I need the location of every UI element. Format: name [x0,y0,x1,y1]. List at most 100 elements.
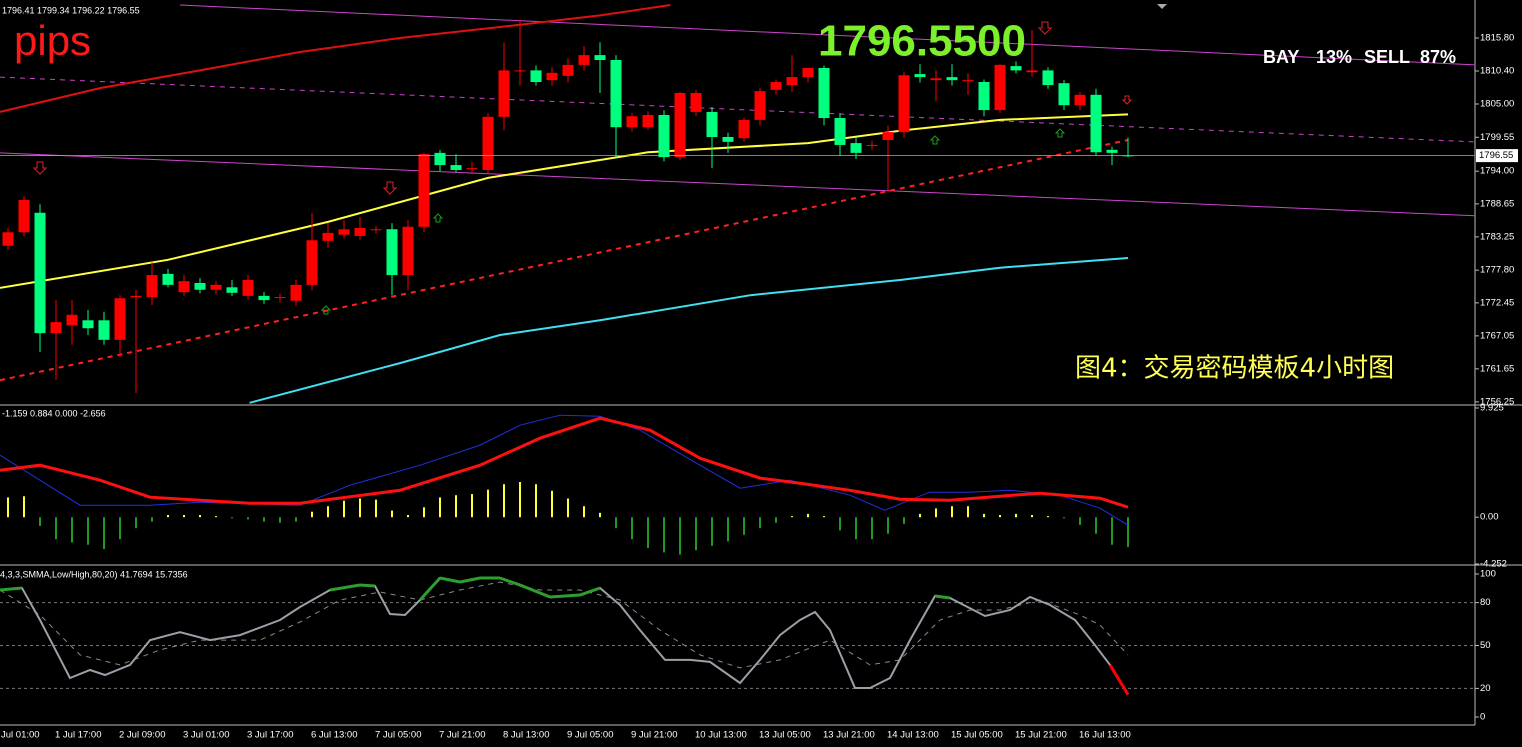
histogram-bar [695,517,697,551]
histogram-bar [151,517,153,522]
histogram-bar [199,515,201,518]
candle-body [722,136,734,142]
last-price-label: 1796.55 [1479,150,1513,161]
candle-body [498,70,510,117]
candle-body [546,72,558,81]
histogram-bar [167,515,169,518]
x-tick-label: 7 Jul 21:00 [439,730,485,741]
candle-body [1090,94,1102,153]
x-tick-label: 16 Jul 13:00 [1079,730,1131,741]
histogram-bar [87,517,89,545]
histogram-bar [311,511,313,518]
candle-body [98,320,110,340]
histogram-bar [519,482,521,518]
candle-body [850,143,862,153]
y-tick-label: 1777.80 [1480,265,1514,276]
histogram-bar [375,499,377,518]
histogram-bar [471,494,473,518]
indicator-line [0,4,671,113]
histogram-bar [615,517,617,529]
histogram-bar [455,495,457,518]
candle-body [162,273,174,285]
candle-body [1106,149,1118,153]
histogram-bar [1079,517,1081,525]
histogram-bar [7,497,9,518]
y-tick-label: 1815.80 [1480,33,1514,44]
stochastic-zone-segment [934,594,951,600]
signal-pct: 87% [1420,47,1456,67]
histogram-bar [919,513,921,518]
signal-arrow [1054,128,1066,138]
candle-body [978,81,990,111]
histogram-bar [1047,516,1049,518]
histogram-bar [439,497,441,518]
histogram-bar [23,496,25,518]
candle-body [434,152,446,166]
y-tick-label: 1756.25 [1480,396,1514,407]
stochastic-zone-segment [418,577,442,602]
histogram-bar [391,510,393,518]
candle-body [690,92,702,112]
y-tick-label: 1767.05 [1480,330,1514,341]
histogram-bar [119,517,121,540]
candle-body [466,168,478,170]
x-tick-label: 14 Jul 13:00 [887,730,939,741]
candle-body [178,281,190,293]
x-tick-label: 3 Jul 17:00 [247,730,293,741]
histogram-bar [599,512,601,518]
histogram-bar [1031,515,1033,518]
signal-arrow [32,161,48,175]
histogram-bar [903,517,905,524]
histogram-bar [103,517,105,550]
candle-body [770,81,782,90]
histogram-bar [135,517,137,529]
candle-body [18,199,30,233]
y-tick-label: 100 [1480,569,1496,580]
indicator-line [249,257,1129,404]
candle-body [50,322,62,334]
histogram-bar [743,517,745,535]
candle-body [306,240,318,285]
candle-body [1074,94,1086,106]
candle-body [130,295,142,298]
histogram-bar [503,484,505,518]
histogram-bar [775,517,777,523]
candle-body [578,55,590,65]
stochastic-line [0,581,1129,669]
candle-body [514,70,526,72]
histogram-bar [807,513,809,518]
oscillator-line [0,416,1129,509]
candle-body [754,91,766,120]
histogram-bar [247,517,249,520]
stochastic-zone-segment [549,593,581,599]
signal-arrow [320,305,332,315]
signal-name: BAY [1263,47,1299,67]
last-price-tag [1476,149,1518,163]
x-tick-label: 13 Jul 05:00 [759,730,811,741]
signal-arrow [432,213,444,223]
candle-body [610,59,622,128]
candle-body [258,295,270,301]
histogram-bar [759,517,761,529]
stochastic-zone-segment [439,576,461,584]
price-label: 1796.5500 [818,17,1026,66]
y-tick-label: 1783.25 [1480,231,1514,242]
x-tick-label: 9 Jul 05:00 [567,730,613,741]
histogram-bar [791,516,793,518]
histogram-bar [55,517,57,540]
x-tick-label: 7 Jul 05:00 [375,730,421,741]
histogram-bar [887,517,889,534]
y-tick-label: 1788.65 [1480,198,1514,209]
candle-body [402,226,414,276]
histogram-bar [935,508,937,518]
candle-body [930,78,942,81]
histogram-bar [1063,517,1065,519]
candle-body [786,77,798,86]
histogram-bar [39,517,41,527]
signal-arrow [1121,95,1133,105]
histogram-bar [663,517,665,553]
candle-body [450,165,462,170]
histogram-bar [567,498,569,518]
stochastic-zone-segment [0,586,23,592]
